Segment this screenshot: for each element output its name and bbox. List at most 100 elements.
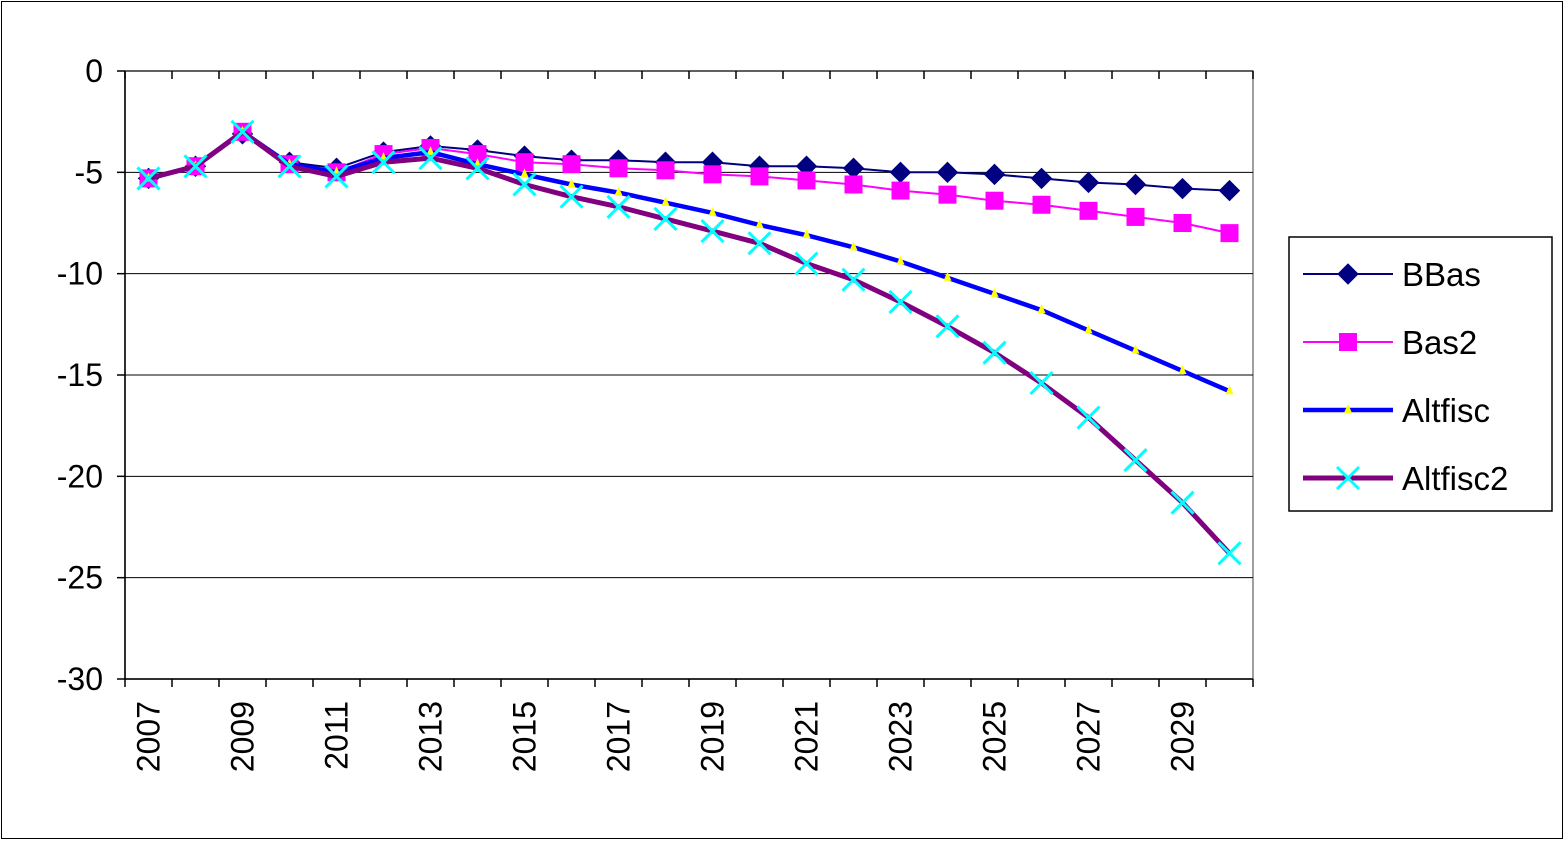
x-tick-label: 2019	[695, 701, 731, 772]
data-point	[559, 184, 584, 209]
data-point	[990, 287, 999, 297]
x-tick-label: 2025	[977, 701, 1013, 772]
data-point	[938, 185, 957, 204]
x-tick-label: 2027	[1071, 701, 1107, 772]
y-tick-label: -10	[57, 256, 103, 292]
series-altfisc2	[136, 119, 1242, 566]
y-tick-label: -30	[57, 661, 103, 697]
data-point	[418, 146, 443, 171]
data-point	[700, 219, 725, 244]
data-point	[1218, 179, 1241, 202]
y-tick-label: -20	[57, 458, 103, 494]
data-point	[661, 196, 670, 206]
x-tick-label: 2007	[131, 701, 167, 772]
data-point	[371, 150, 396, 175]
axes: 0 -5 -10 -15 -20 -25 -30 2007 2009 2011 2013 2015 20…	[57, 53, 1254, 772]
data-point	[136, 166, 161, 191]
data-point	[1126, 207, 1145, 226]
data-point	[708, 206, 717, 216]
series-line	[147, 129, 1232, 556]
data-point	[841, 267, 866, 292]
data-point	[982, 340, 1007, 365]
x-tick-label: 2009	[225, 701, 261, 772]
legend-item-altfisc2: Altfisc2	[1303, 460, 1508, 497]
data-point	[512, 172, 537, 197]
legend-item-altfisc: Altfisc	[1303, 392, 1490, 429]
data-point	[1131, 344, 1140, 354]
y-tick-label: -15	[57, 357, 103, 393]
legend-label: Bas2	[1402, 324, 1477, 361]
series-line	[148, 132, 1230, 192]
data-point	[1220, 224, 1239, 243]
x-tick-label: 2029	[1165, 701, 1201, 772]
data-point	[1077, 171, 1100, 194]
y-tick-label: 0	[85, 53, 103, 89]
data-point	[1037, 304, 1046, 314]
data-point	[567, 178, 576, 188]
data-point	[1079, 201, 1098, 220]
data-point	[1170, 490, 1195, 515]
data-point	[1217, 541, 1242, 566]
data-point	[230, 119, 255, 144]
data-point	[747, 231, 772, 256]
data-point	[936, 161, 959, 184]
data-point	[609, 159, 628, 178]
legend-item-bbas: BBas	[1303, 256, 1481, 293]
legend-label: Altfisc	[1402, 392, 1490, 429]
x-tick-label: 2023	[883, 701, 919, 772]
data-point	[1030, 167, 1053, 190]
data-point	[889, 161, 912, 184]
series-bbas	[137, 123, 1241, 202]
legend-label: BBas	[1402, 256, 1481, 293]
legend-box	[1288, 236, 1553, 512]
data-point	[983, 163, 1006, 186]
series-line	[148, 130, 1230, 235]
data-point	[1123, 448, 1148, 473]
data-point	[1225, 385, 1234, 395]
y-tick-label: -25	[57, 560, 103, 596]
data-point	[465, 156, 490, 181]
data-point	[468, 145, 487, 164]
data-point	[1029, 371, 1054, 396]
x-tick-label: 2013	[413, 701, 449, 772]
data-point	[1032, 195, 1051, 214]
x-tick-label: 2011	[319, 701, 355, 770]
data-point	[1344, 404, 1352, 413]
data-point	[849, 241, 858, 251]
x-tick-label: 2017	[601, 701, 637, 772]
data-point	[1339, 333, 1357, 351]
data-point	[614, 186, 623, 196]
data-point	[802, 229, 811, 239]
data-point	[656, 161, 675, 180]
data-point	[896, 255, 905, 265]
data-point	[844, 175, 863, 194]
y-tick-label: -5	[75, 154, 103, 190]
data-point	[935, 314, 960, 339]
data-point	[653, 206, 678, 232]
data-point	[985, 191, 1004, 210]
data-point	[888, 289, 913, 315]
data-point	[703, 165, 722, 184]
legend: BBas Bas2 Altfisc Altfisc2	[1288, 236, 1553, 512]
data-point	[797, 171, 816, 190]
x-tick-label: 2015	[507, 701, 543, 772]
data-point	[1076, 405, 1101, 430]
data-point	[1084, 324, 1093, 334]
data-point	[606, 194, 631, 219]
data-point	[324, 164, 349, 189]
data-point	[562, 155, 581, 174]
data-point	[277, 154, 302, 179]
data-point	[183, 154, 208, 179]
data-point	[755, 219, 764, 229]
data-point	[1171, 177, 1194, 200]
data-point	[520, 168, 529, 178]
data-point	[1173, 214, 1192, 232]
data-point	[943, 271, 952, 281]
series-altfisc	[144, 125, 1234, 395]
data-point	[891, 181, 910, 200]
data-point	[1335, 465, 1361, 491]
series-group	[136, 119, 1242, 566]
data-point	[515, 153, 534, 172]
series-line	[147, 129, 1231, 394]
